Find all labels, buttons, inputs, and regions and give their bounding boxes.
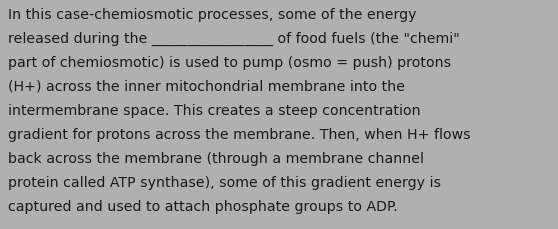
Text: captured and used to attach phosphate groups to ADP.: captured and used to attach phosphate gr… xyxy=(8,199,398,213)
Text: (H+) across the inner mitochondrial membrane into the: (H+) across the inner mitochondrial memb… xyxy=(8,80,405,94)
Text: gradient for protons across the membrane. Then, when H+ flows: gradient for protons across the membrane… xyxy=(8,128,470,141)
Text: part of chemiosmotic) is used to pump (osmo = push) protons: part of chemiosmotic) is used to pump (o… xyxy=(8,56,451,70)
Text: released during the _________________ of food fuels (the "chemi": released during the _________________ of… xyxy=(8,32,460,46)
Text: intermembrane space. This creates a steep concentration: intermembrane space. This creates a stee… xyxy=(8,104,421,117)
Text: back across the membrane (through a membrane channel: back across the membrane (through a memb… xyxy=(8,151,424,165)
Text: In this case-chemiosmotic processes, some of the energy: In this case-chemiosmotic processes, som… xyxy=(8,8,416,22)
Text: protein called ATP synthase), some of this gradient energy is: protein called ATP synthase), some of th… xyxy=(8,175,441,189)
